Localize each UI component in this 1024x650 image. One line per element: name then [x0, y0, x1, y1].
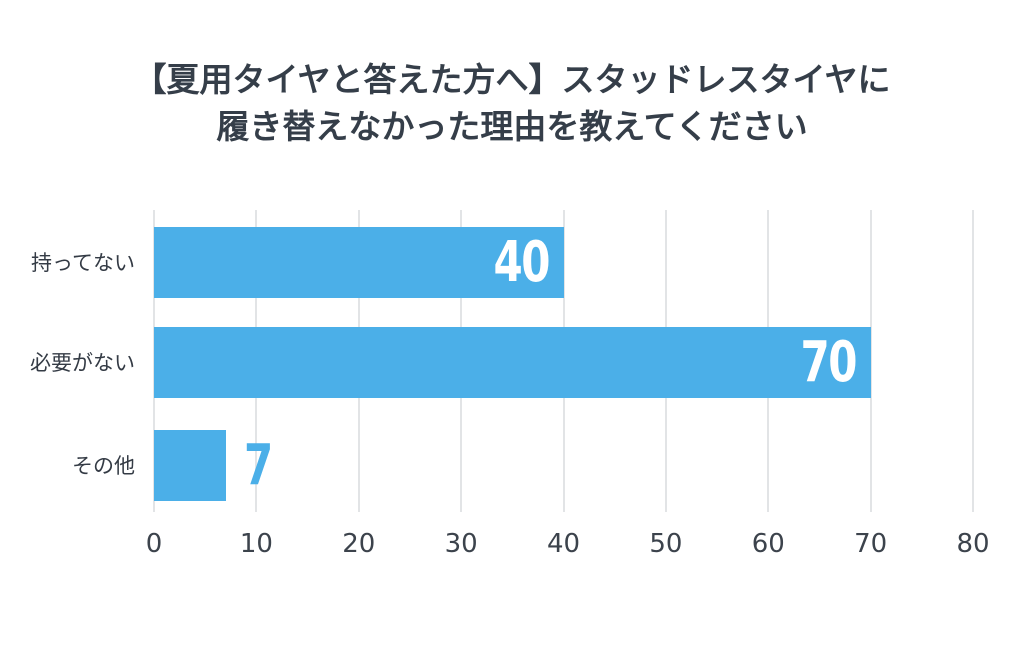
category-label-1: 必要がない [30, 350, 135, 375]
x-axis-tick-label-10: 10 [239, 529, 273, 559]
category-label-2: その他 [72, 453, 135, 478]
bar-1: 70 [154, 327, 871, 398]
x-axis-tick-label-30: 30 [444, 529, 478, 559]
x-axis-tick-label-70: 70 [854, 529, 888, 559]
bar-2 [154, 430, 226, 501]
bar-value-label-0: 40 [493, 229, 550, 295]
bar-value-label-2: 7 [243, 433, 273, 498]
chart-title: 【夏用タイヤと答えた方へ】スタッドレスタイヤに 履き替えなかった理由を教えてくだ… [0, 56, 1024, 150]
x-axis-tick-label-20: 20 [342, 529, 376, 559]
x-axis-tick-label-40: 40 [546, 529, 581, 559]
x-axis-tick-label-0: 0 [145, 529, 163, 559]
chart-title-line-1: 【夏用タイヤと答えた方へ】スタッドレスタイヤに [133, 60, 891, 99]
chart-title-line-2: 履き替えなかった理由を教えてください [216, 107, 808, 146]
x-axis-tick-label-50: 50 [649, 529, 683, 559]
plot-area: 40 70 7 [153, 210, 974, 512]
gridline-x-80 [972, 210, 974, 512]
x-axis-tick-label-80: 80 [956, 529, 990, 559]
bar-value-label-1: 70 [800, 329, 857, 395]
bar-0: 40 [154, 227, 564, 298]
x-axis-tick-label-60: 60 [751, 529, 785, 559]
category-label-0: 持ってない [31, 250, 135, 275]
gridline-x-70 [869, 210, 872, 512]
